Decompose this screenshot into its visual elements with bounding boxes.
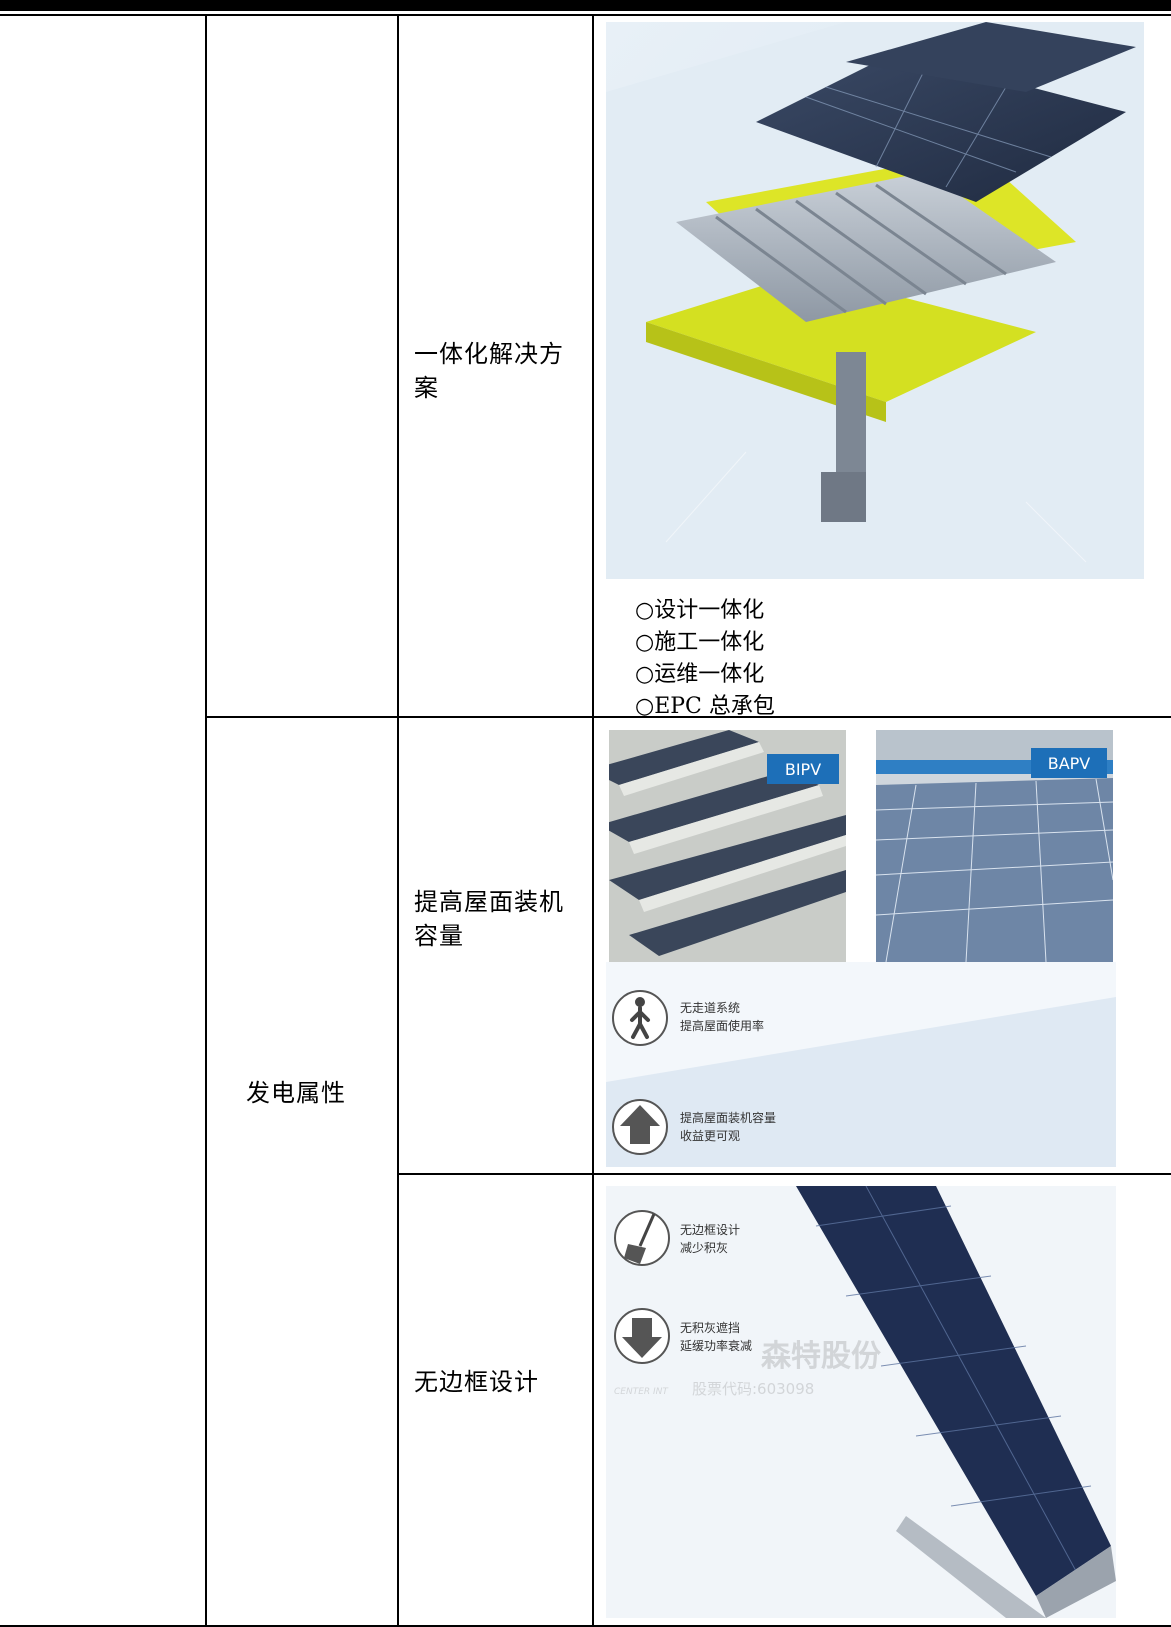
- feature-raise-capacity: 提高屋面装机容量: [680, 1110, 776, 1125]
- category-power-generation: 发电属性: [246, 1079, 346, 1107]
- bipv-photo: BIPV: [609, 730, 846, 962]
- capacity-features-panel: 无走道系统 提高屋面使用率 提高屋面装机容量 收益更可观: [606, 962, 1116, 1167]
- sub-item-frameless: 无边框设计: [414, 1368, 539, 1396]
- bullet-operation: ○运维一体化: [635, 662, 765, 687]
- row-line-2: [397, 1173, 1171, 1175]
- bottom-line: [0, 1625, 1171, 1627]
- up-arrow-icon: [620, 1105, 660, 1144]
- sub-item-capacity: 提高屋面装机容量: [414, 888, 564, 950]
- feature-slow-decay: 延缓功率衰减: [680, 1338, 752, 1353]
- top-rule-thick: [0, 0, 1171, 11]
- broom-icon: [624, 1213, 656, 1264]
- bullet-design: ○设计一体化: [635, 598, 765, 623]
- bapv-photo: BAPV: [876, 730, 1113, 962]
- feature-better-return: 收益更可观: [680, 1129, 740, 1143]
- frameless-panel-image: 无边框设计 减少积灰 无积灰遮挡 延缓功率衰减 森特股份 CENTER INT …: [606, 1186, 1116, 1618]
- walking-person-icon: [630, 997, 650, 1039]
- top-rule-thin: [0, 14, 1171, 16]
- row-line-1: [205, 716, 1171, 718]
- col-line-1: [205, 16, 207, 1627]
- feature-roof-usage: 提高屋面使用率: [680, 1018, 764, 1033]
- feature-less-dust: 减少积灰: [680, 1241, 728, 1255]
- col-line-2: [397, 16, 399, 1627]
- down-arrow-icon: [622, 1318, 662, 1358]
- bullet-epc: ○EPC 总承包: [635, 694, 775, 719]
- bipv-badge: BIPV: [785, 760, 821, 779]
- sub-item-integrated-solution: 一体化解决方案: [414, 340, 564, 402]
- watermark-code: 股票代码:603098: [692, 1380, 814, 1398]
- bullet-construction: ○施工一体化: [635, 630, 765, 655]
- feature-no-walkway: 无走道系统: [680, 1001, 740, 1015]
- feature-no-shading: 无积灰遮挡: [680, 1320, 740, 1335]
- feature-frameless: 无边框设计: [680, 1223, 740, 1237]
- watermark-brand: CENTER INT: [614, 1387, 669, 1397]
- col-line-3: [592, 16, 594, 1627]
- roof-layers-image: [606, 22, 1144, 579]
- integration-bullet-list: ○设计一体化 ○施工一体化 ○运维一体化 ○EPC 总承包: [635, 595, 775, 723]
- bapv-badge: BAPV: [1048, 754, 1091, 773]
- watermark-name: 森特股份: [761, 1339, 881, 1374]
